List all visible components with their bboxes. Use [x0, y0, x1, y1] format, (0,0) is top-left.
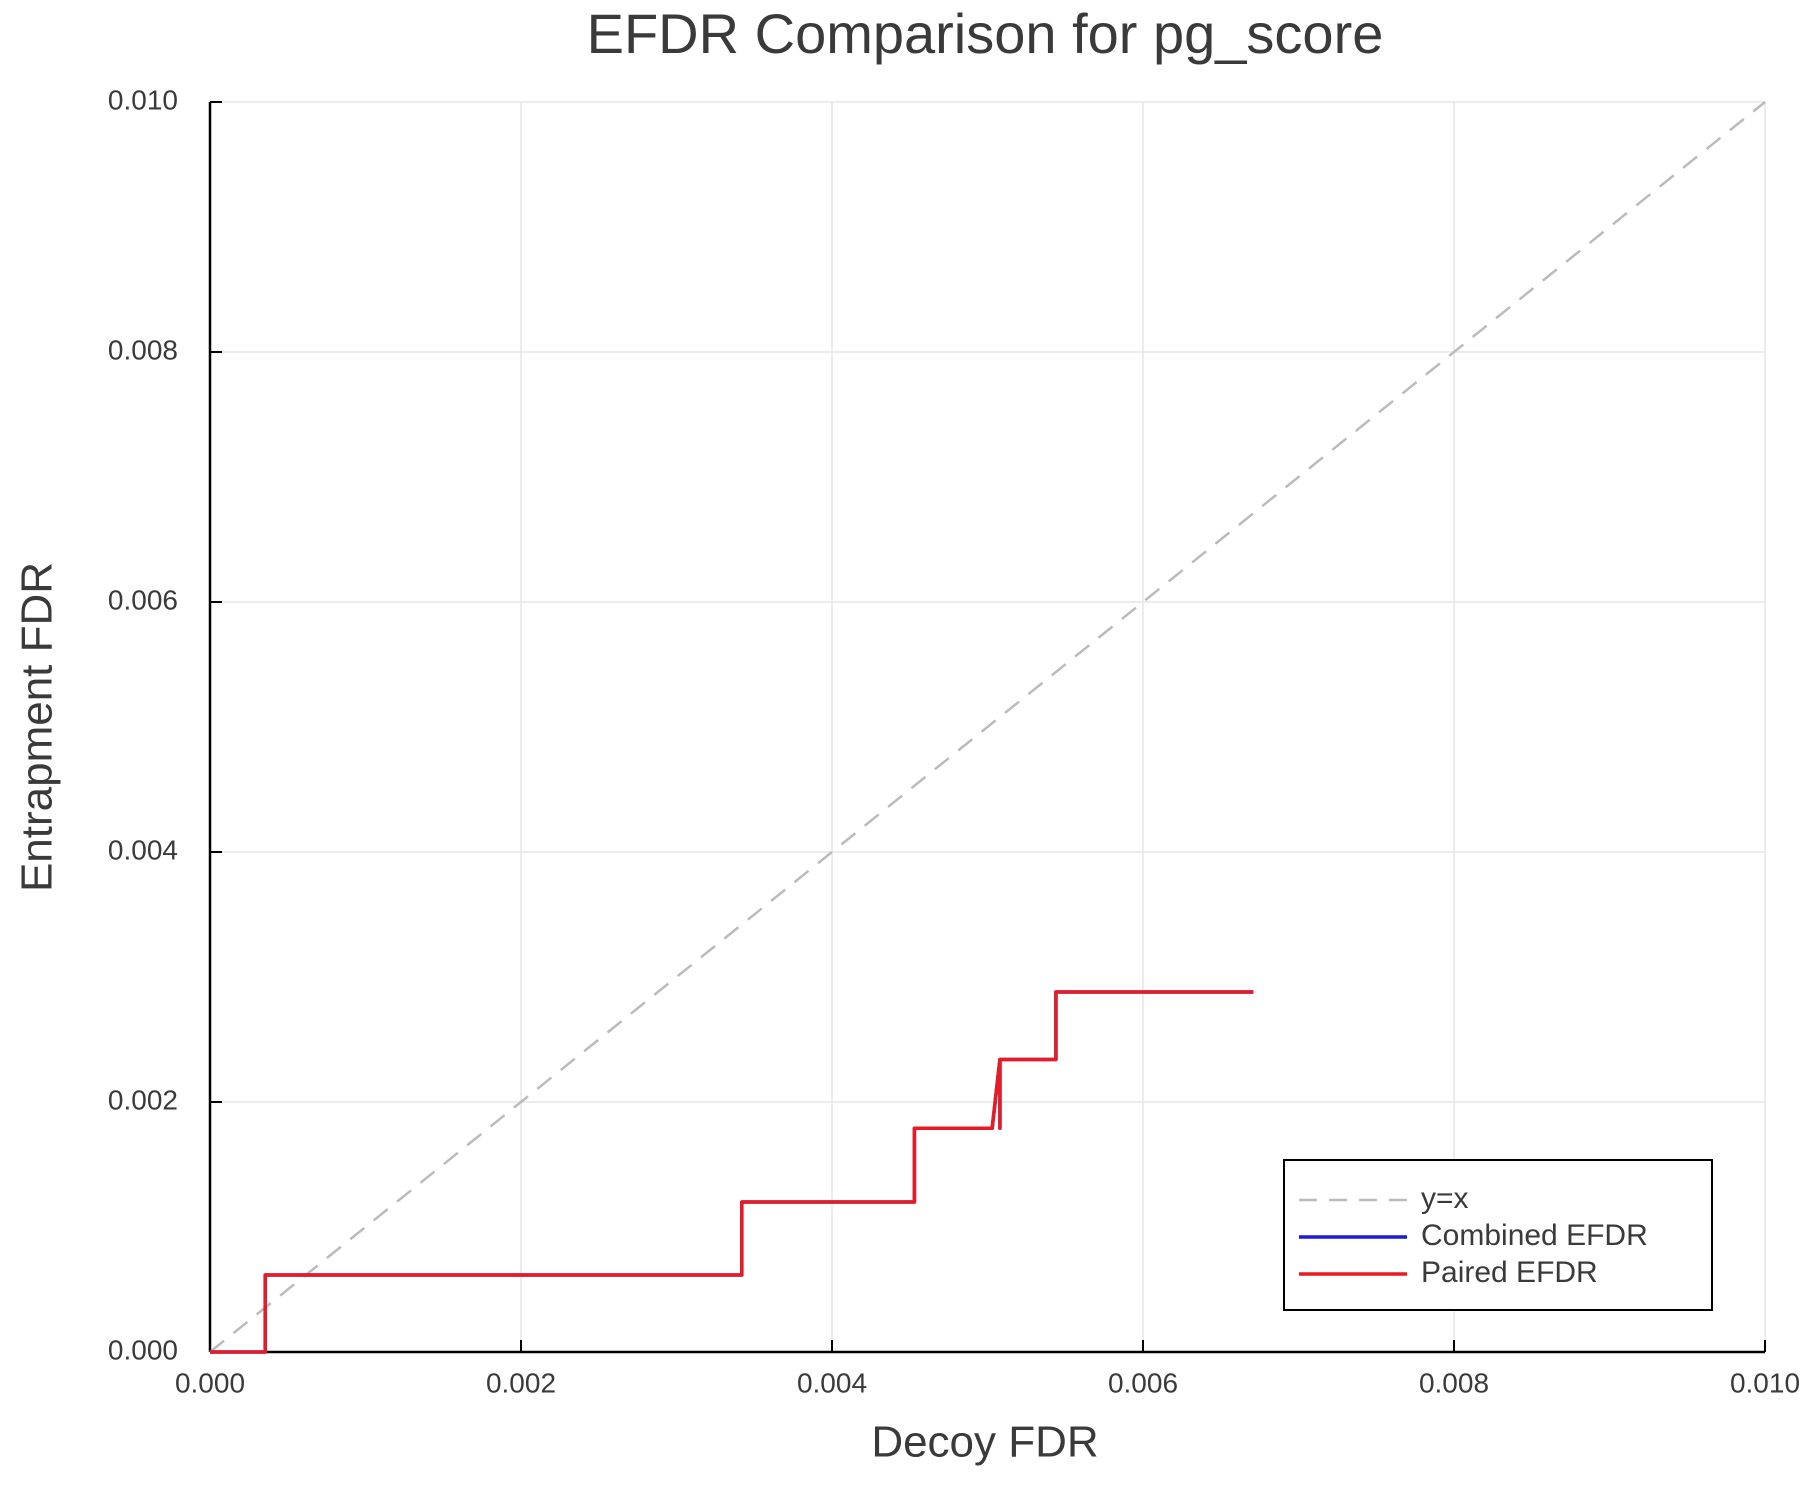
y-tick-label: 0.006: [108, 584, 178, 615]
x-axis-label: Decoy FDR: [871, 1418, 1098, 1467]
y-tick-label: 0.002: [108, 1084, 178, 1115]
x-tick-label: 0.002: [486, 1367, 556, 1398]
y-axis-label: Entrapment FDR: [13, 562, 62, 892]
x-tick-label: 0.006: [1108, 1367, 1178, 1398]
legend-label: Combined EFDR: [1421, 1219, 1648, 1252]
legend-label: y=x: [1421, 1182, 1469, 1215]
legend-label: Paired EFDR: [1421, 1256, 1598, 1289]
chart-title: EFDR Comparison for pg_score: [587, 2, 1384, 65]
y-tick-label: 0.004: [108, 834, 178, 865]
line-series: [209, 101, 1766, 1353]
x-tick-label: 0.004: [797, 1367, 867, 1398]
legend-box: [1283, 1159, 1713, 1311]
x-tick-label: 0.010: [1730, 1367, 1800, 1398]
line-series: [210, 990, 1254, 1354]
y-tick-label: 0.008: [108, 334, 178, 365]
legend: y=x Combined EFDR Paired EFDR: [1283, 1159, 1713, 1311]
x-tick-label: 0.000: [175, 1367, 245, 1398]
x-tick-label: 0.008: [1419, 1367, 1489, 1398]
y-tick-label: 0.000: [108, 1334, 178, 1365]
y-tick-label: 0.010: [108, 84, 178, 115]
